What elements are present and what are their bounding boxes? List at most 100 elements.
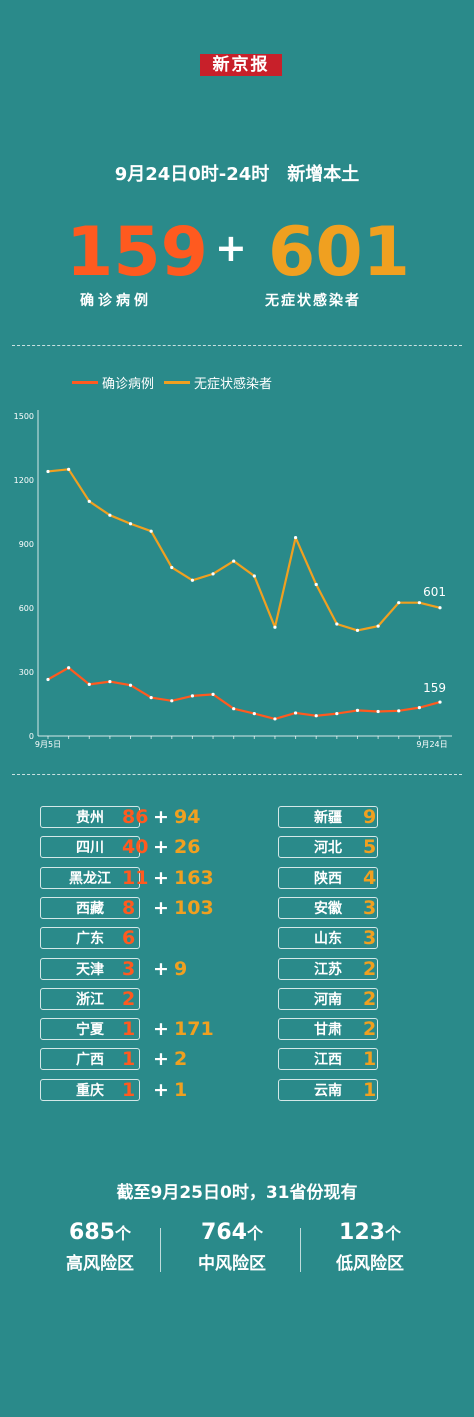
series-1-point-0 [46,469,50,474]
province-name-4: 广东 [40,927,140,950]
province-confirmed-2: 11 [122,866,149,889]
province-right-name-7: 甘肃 [278,1018,378,1041]
confirmed-total: 159 [66,213,208,292]
province-name-1: 四川 [40,836,140,859]
divider-middle [12,774,462,775]
series-1-point-7 [190,578,195,582]
series-0-point-13 [314,714,318,718]
province-confirmed-3: 8 [122,896,136,919]
end-label-confirmed: 159 [423,681,446,695]
province-right-asymptomatic-3: 3 [363,896,377,919]
province-right-asymptomatic-2: 4 [363,866,377,889]
province-name-0: 贵州 [40,806,140,828]
province-right-asymptomatic-6: 2 [363,987,377,1010]
y-tick-label-0: 0 [29,732,34,741]
province-name-5: 天津 [40,957,140,980]
province-asymptomatic-1: 26 [174,836,201,859]
series-1-point-3 [108,513,112,517]
series-1-point-19 [438,606,442,610]
province-name-7: 宁夏 [40,1018,140,1041]
chart-legend: 确诊病例 无症状感染者 [72,373,282,392]
y-tick-label-4: 1200 [14,476,34,485]
x-tick-label-end: 9月24日 [416,740,447,749]
province-confirmed-0: 86 [122,806,149,828]
legend-asymptomatic-label: 无症状感染者 [194,377,273,392]
risk-high-label: 高风险区 [66,1254,134,1274]
province-name-9: 重庆 [40,1078,140,1101]
legend-asymptomatic-swatch [164,381,191,384]
y-tick-label-3: 900 [19,540,34,549]
province-right-name-3: 安徽 [278,896,378,919]
series-1-point-15 [355,628,360,632]
province-asymptomatic-5: 9 [174,957,188,980]
series-0-point-6 [170,699,174,703]
series-0-point-16 [376,709,380,714]
province-right-asymptomatic-9: 1 [363,1078,377,1101]
province-confirmed-9: 1 [122,1078,136,1101]
series-0-point-19 [438,700,442,704]
province-right-name-2: 陕西 [278,866,378,889]
risk-high-count: 685 [69,1220,115,1245]
risk-medium-label: 中风险区 [198,1254,266,1274]
risk-low-unit: 个 [384,1224,401,1243]
asymptomatic-total: 601 [268,213,410,292]
series-1-point-2 [87,499,91,503]
asymptomatic-label: 无症状感染者 [265,293,361,309]
risk-separator-1 [160,1228,161,1272]
province-right-asymptomatic-7: 2 [363,1018,377,1041]
series-0-point-11 [273,717,277,721]
province-asymptomatic-7: 171 [174,1018,214,1041]
series-line-1 [47,468,441,632]
y-tick-label-1: 300 [19,668,34,677]
series-1-point-17 [397,601,401,605]
province-right-name-4: 山东 [278,927,378,950]
risk-high-unit: 个 [114,1224,131,1243]
risk-medium-count: 764 [201,1220,247,1245]
risk-separator-2 [300,1228,301,1272]
province-plus-0: + [153,806,169,828]
province-plus-2: + [153,866,169,889]
province-plus-9: + [153,1078,169,1101]
province-right-asymptomatic-0: 9 [363,806,377,828]
province-asymptomatic-9: 1 [174,1078,188,1101]
summary-title: 截至9月25日0时，31省份现有 [116,1183,358,1203]
series-1-point-8 [211,572,215,576]
series-1-point-13 [314,582,318,587]
province-right-name-5: 江苏 [278,957,378,980]
series-1-point-1 [67,467,71,471]
legend-asymptomatic: 无症状感染者 [164,373,272,392]
series-0-point-3 [108,680,112,684]
risk-medium-unit: 个 [246,1224,263,1243]
series-0-point-18 [417,706,421,710]
province-plus-8: + [153,1048,169,1071]
province-confirmed-1: 40 [122,836,149,859]
series-0-point-5 [149,696,153,700]
province-confirmed-4: 6 [122,927,136,950]
series-0-point-4 [128,683,133,687]
risk-medium: 764个 中风险区 [162,1220,302,1274]
province-right-asymptomatic-8: 1 [363,1048,377,1071]
x-tick-label-start: 9月5日 [35,740,61,749]
province-right-name-6: 河南 [278,987,378,1010]
series-0-point-1 [67,666,71,670]
series-0-point-7 [190,694,195,698]
series-1-point-14 [335,622,339,626]
y-tick-label-5: 1500 [14,412,34,421]
province-name-8: 广西 [40,1048,140,1071]
province-name-6: 浙江 [40,987,140,1010]
province-right-name-8: 江西 [278,1048,378,1071]
province-confirmed-6: 2 [122,987,136,1010]
province-right-name-9: 云南 [278,1078,378,1101]
line-chart: 0 300 600 900 1200 1500 9月5日 9月24日 601 159 [14,410,452,749]
legend-confirmed-swatch [72,381,98,384]
province-asymptomatic-0: 94 [174,806,201,828]
risk-low: 123个 低风险区 [300,1220,440,1274]
end-label-asymptomatic: 601 [423,585,446,599]
series-1-point-9 [232,559,236,563]
series-0-point-17 [397,709,401,713]
province-right-asymptomatic-1: 5 [363,836,377,859]
province-plus-5: + [153,957,169,980]
province-plus-1: + [153,836,169,859]
province-name-2: 黑龙江 [40,866,140,889]
province-confirmed-8: 1 [122,1048,136,1071]
